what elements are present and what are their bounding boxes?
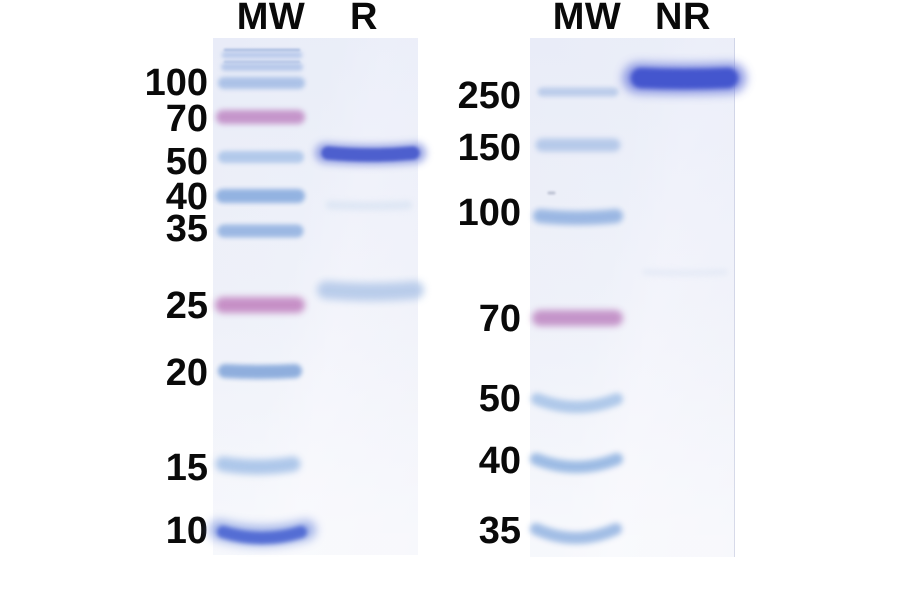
gel-panel-reduced	[209, 38, 426, 555]
protein-band-mw	[533, 209, 623, 225]
protein-band-r	[325, 200, 413, 211]
marker-label-50: 50	[165, 141, 208, 183]
marker-label-20: 20	[165, 352, 208, 394]
marker-label-10: 10	[165, 510, 208, 552]
lane-header-mw-right: MW	[552, 0, 622, 38]
marker-labels-reduced: 100 70 50 40 35 25 20 15 10	[0, 38, 208, 555]
protein-band-mw	[530, 523, 622, 544]
protein-band-mw	[531, 393, 623, 413]
marker-label-35: 35	[165, 208, 208, 250]
protein-band-mw	[218, 364, 302, 379]
gel-panel-nonreduced	[530, 38, 746, 557]
marker-label-25: 25	[165, 285, 208, 327]
marker-label-100: 100	[457, 192, 521, 234]
marker-label-40: 40	[165, 176, 208, 218]
marker-label-250: 250	[457, 75, 521, 117]
protein-band-r	[317, 281, 424, 301]
marker-label-40: 40	[478, 440, 521, 482]
marker-label-15: 15	[165, 447, 208, 489]
protein-band-r	[321, 146, 420, 162]
marker-label-150: 150	[457, 127, 521, 169]
lane-header-reduced: R	[350, 0, 378, 38]
marker-label-70: 70	[165, 98, 208, 140]
marker-labels-nonreduced: 250 150 100 70 50 40 35	[0, 38, 521, 557]
protein-band-nr	[631, 68, 738, 89]
protein-band-nr	[642, 269, 728, 276]
marker-label-35: 35	[478, 510, 521, 552]
marker-label-70: 70	[478, 298, 521, 340]
lane-header-nonreduced: NR	[655, 0, 711, 38]
gel-bands-svg	[209, 48, 426, 546]
marker-label-50: 50	[478, 378, 521, 420]
gel-bands-svg	[530, 63, 746, 544]
protein-band-mw	[530, 453, 623, 473]
protein-band-mw	[215, 456, 301, 475]
marker-label-100: 100	[144, 62, 208, 104]
lane-header-mw-left: MW	[236, 0, 306, 38]
protein-band-mw	[217, 526, 307, 544]
